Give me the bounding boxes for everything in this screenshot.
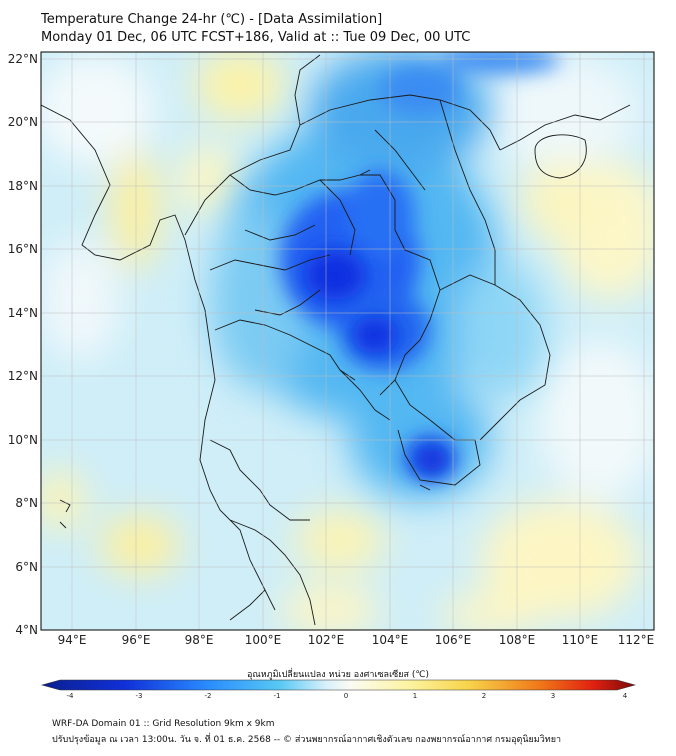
colorbar-tick: -3 (136, 692, 143, 700)
lat-label: 4°N (15, 623, 38, 637)
lat-label: 10°N (8, 433, 38, 447)
colorbar-tick: 2 (482, 692, 486, 700)
colorbar-tick: 0 (344, 692, 348, 700)
lat-label: 6°N (15, 560, 38, 574)
colorbar-tick: 4 (623, 692, 628, 700)
colorbar-scale (40, 679, 637, 691)
lon-label: 102°E (308, 633, 345, 647)
lat-label: 8°N (15, 496, 38, 510)
lat-label: 18°N (8, 179, 38, 193)
colorbar-tick: -1 (274, 692, 281, 700)
lon-label: 108°E (499, 633, 536, 647)
lat-label: 16°N (8, 242, 38, 256)
lon-label: 110°E (562, 633, 599, 647)
colorbar-tick: -4 (67, 692, 75, 700)
lat-label: 12°N (8, 369, 38, 383)
lon-label: 96°E (122, 633, 151, 647)
colorbar-tick: 3 (551, 692, 555, 700)
graticule (41, 52, 654, 630)
colorbar-title: อุณหภูมิเปลี่ยนแปลง หน่วย องศาเซลเซียส (… (246, 670, 430, 680)
lon-label: 104°E (372, 633, 409, 647)
lat-label: 20°N (8, 115, 38, 129)
map-title: Temperature Change 24-hr (℃) - [Data Ass… (41, 12, 383, 27)
lon-label: 94°E (58, 633, 87, 647)
latitude-labels: 22°N 20°N 18°N 16°N 14°N 12°N 10°N 8°N 6… (8, 52, 38, 637)
lon-label: 112°E (618, 633, 655, 647)
colorbar-ticks: -4 -3 -2 -1 0 1 2 3 4 (67, 692, 628, 700)
longitude-labels: 94°E 96°E 98°E 100°E 102°E 104°E 106°E 1… (58, 633, 655, 647)
country-borders (41, 54, 631, 626)
colorbar: -4 -3 -2 -1 0 1 2 3 4 (40, 679, 637, 700)
footer-credit: ปรับปรุงข้อมูล ณ เวลา 13:00น. วัน จ. ที่… (52, 735, 562, 745)
lon-label: 100°E (245, 633, 282, 647)
colorbar-tick: 1 (413, 692, 417, 700)
lon-label: 106°E (435, 633, 472, 647)
lat-label: 22°N (8, 52, 38, 66)
colorbar-tick: -2 (205, 692, 212, 700)
map-frame (40, 51, 655, 631)
lat-label: 14°N (8, 306, 38, 320)
footer-model-info: WRF-DA Domain 01 :: Grid Resolution 9km … (52, 719, 275, 729)
lon-label: 98°E (185, 633, 214, 647)
temperature-field (41, 52, 654, 630)
map-subtitle: Monday 01 Dec, 06 UTC FCST+186, Valid at… (41, 30, 471, 45)
